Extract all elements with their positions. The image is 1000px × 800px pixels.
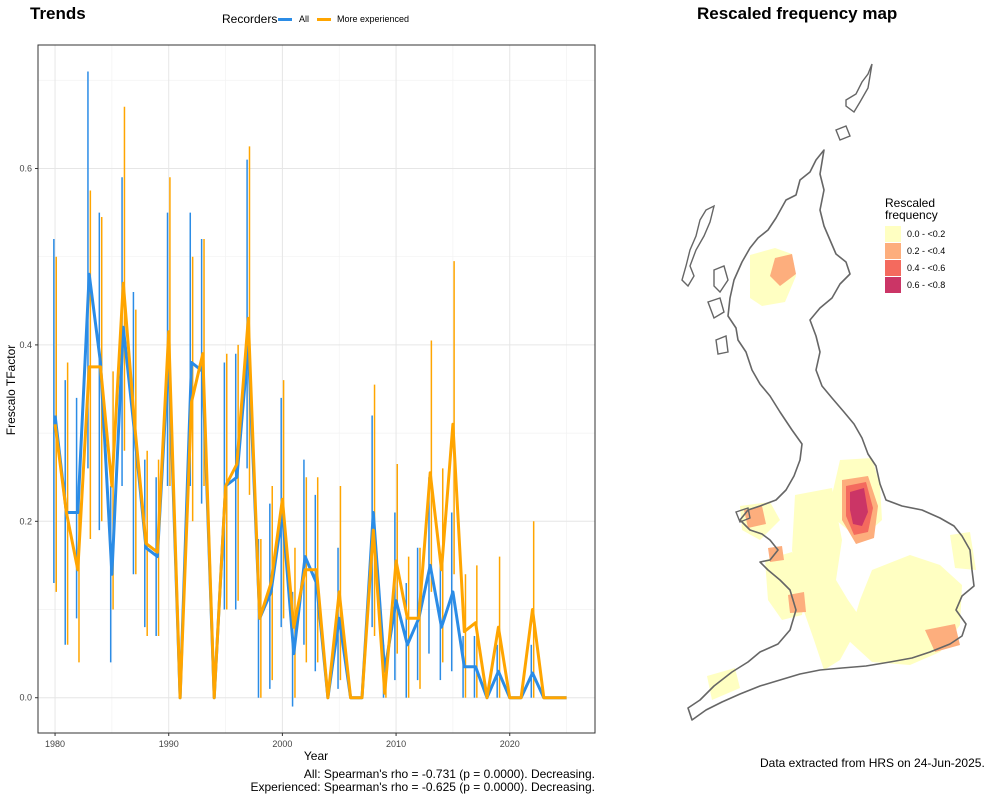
y-tick-label: 0.2	[19, 516, 32, 526]
x-tick-label: 2010	[386, 739, 406, 749]
stat-all: All: Spearman's rho = -0.731 (p = 0.0000…	[303, 767, 595, 781]
trends-title: Trends	[30, 4, 86, 23]
x-tick-label: 2000	[272, 739, 292, 749]
cell-southwest-orange	[788, 592, 806, 613]
data-source-note: Data extracted from HRS on 24-Jun-2025.	[760, 756, 985, 770]
map-legend-item: 0.4 - <0.6	[885, 259, 945, 276]
series-lines	[53, 272, 567, 700]
map-legend-item: 0.0 - <0.2	[885, 225, 945, 242]
axis-ticks: 1980 1990 2000 2010 2020 0.0 0.2 0.4 0.6	[19, 163, 519, 749]
series-line-experienced	[53, 281, 567, 700]
x-tick-label: 1980	[45, 739, 65, 749]
anglesey-outline	[735, 507, 751, 523]
y-tick-label: 0.4	[19, 340, 32, 350]
gb-outline	[687, 149, 975, 721]
legend-experienced-swatch	[317, 18, 331, 21]
cell-region-west-midlands	[792, 488, 862, 670]
cell-central-crimson	[850, 488, 868, 526]
map-legend-swatch	[885, 259, 901, 276]
legend-all-swatch	[278, 18, 292, 21]
legend-experienced-label: More experienced	[337, 14, 410, 24]
cell-region-east	[950, 532, 976, 570]
frequency-cells	[707, 248, 976, 700]
map-legend-item: 0.6 - <0.8	[885, 276, 945, 293]
y-axis-label: Frescalo TFactor	[4, 345, 18, 435]
map-legend-swatch	[885, 242, 901, 259]
map-legend-title-line2: frequency	[885, 208, 938, 222]
chart-grid	[38, 45, 595, 733]
rescaled-frequency-map	[681, 63, 976, 721]
y-tick-label: 0.0	[19, 693, 32, 703]
cell-wales-orange	[744, 506, 766, 528]
map-legend-title-line1: Rescaled	[885, 196, 936, 210]
cell-region-southwest	[707, 668, 740, 700]
northern-isles-outline	[835, 63, 873, 141]
trend-chart: 1980 1990 2000 2010 2020 0.0 0.2 0.4 0.6 Year Fr…	[4, 44, 596, 763]
map-legend-item: 0.2 - <0.4	[885, 242, 945, 259]
map-legend: 0.0 - <0.2 0.2 - <0.4 0.4 - <0.6 0.6 - <0.8	[885, 225, 945, 293]
map-legend-swatch	[885, 276, 901, 293]
map-legend-label: 0.4 - <0.6	[907, 262, 946, 273]
x-tick-label: 1990	[159, 739, 179, 749]
cell-region-north-high	[770, 254, 796, 286]
map-legend-title: Rescaled frequency	[885, 197, 938, 221]
y-tick-label: 0.6	[19, 163, 32, 173]
x-tick-label: 2020	[500, 739, 520, 749]
x-axis-label: Year	[304, 749, 328, 763]
series-line-all	[53, 272, 567, 700]
legend-title: Recorders	[222, 12, 278, 26]
stat-experienced: Experienced: Spearman's rho = -0.625 (p …	[250, 780, 596, 794]
western-isles-outline	[681, 204, 716, 288]
map-title: Rescaled frequency map	[697, 4, 898, 23]
plot-frame	[37, 44, 596, 734]
map-legend-label: 0.6 - <0.8	[907, 279, 946, 290]
map-legend-swatch	[885, 225, 901, 242]
inner-islands-outline	[707, 265, 729, 355]
map-legend-label: 0.2 - <0.4	[907, 245, 946, 256]
cell-southeast-orange	[925, 624, 960, 652]
legend-all-label: All	[299, 14, 310, 24]
map-legend-label: 0.0 - <0.2	[907, 228, 946, 239]
